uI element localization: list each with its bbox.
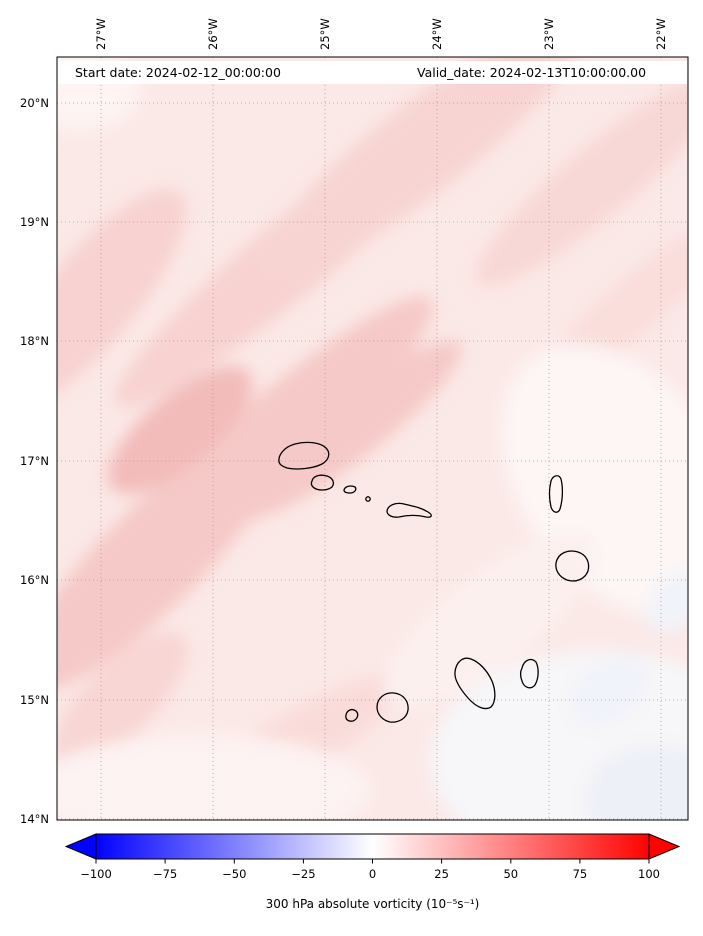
colorbar-tick-label: 100	[638, 867, 660, 881]
lon-tick-label: 25°W	[318, 18, 332, 50]
lat-tick-label: 16°N	[20, 573, 49, 587]
island-outline-santiago	[454, 657, 496, 710]
lon-tick-label: 22°W	[654, 18, 668, 50]
colorbar-tick-label: −75	[153, 867, 177, 881]
colorbar-tick-label: 25	[434, 867, 449, 881]
island-outline-islet	[365, 496, 371, 502]
island-outline-maio	[519, 658, 539, 689]
plot-area-border	[56, 56, 689, 821]
start-date-text: Start date: 2024-02-12_00:00:00	[75, 65, 281, 80]
island-outline-fogo	[376, 692, 409, 723]
island-outline-santa-luzia	[343, 485, 357, 494]
colorbar-tick-label: −50	[222, 867, 246, 881]
colorbar-tick-label: 75	[573, 867, 588, 881]
island-outline-sao-nicolau	[386, 502, 432, 518]
lat-tick-label: 15°N	[20, 693, 49, 707]
lat-tick-label: 19°N	[20, 215, 49, 229]
lon-tick-label: 24°W	[430, 18, 444, 50]
colorbar-axis-label: 300 hPa absolute vorticity (10⁻⁵s⁻¹)	[266, 897, 480, 911]
vorticity-field	[57, 57, 688, 820]
colorbar-under-arrow	[64, 833, 97, 860]
colorbar-gradient-bar	[95, 833, 650, 860]
lat-tick-label: 18°N	[20, 334, 49, 348]
date-banner: Start date: 2024-02-12_00:00:00 Valid_da…	[58, 61, 687, 84]
lat-axis: 20°N 19°N 18°N 17°N 16°N 15°N 14°N	[20, 96, 49, 826]
island-outline-sao-vicente	[310, 474, 334, 491]
lon-tick-label: 23°W	[542, 18, 556, 50]
valid-date-text: Valid_date: 2024-02-13T10:00:00.00	[417, 65, 646, 80]
island-outline-sal	[548, 475, 564, 513]
colorbar-tick-label: −25	[291, 867, 315, 881]
lon-tick-label: 27°W	[94, 18, 108, 50]
colorbar-tick-marks	[95, 859, 650, 864]
island-outline-santo-antao	[278, 441, 330, 470]
lat-tick-label: 14°N	[20, 812, 49, 826]
island-outline-boa-vista	[555, 550, 590, 582]
colorbar-tick-label: 50	[503, 867, 518, 881]
colorbar-tick-labels: −100 −75 −50 −25 0 25 50 75 100	[80, 867, 660, 881]
lat-tick-label: 20°N	[20, 96, 49, 110]
coastlines	[278, 441, 590, 723]
colorbar: −100 −75 −50 −25 0 25 50 75 100 300 hPa …	[64, 833, 681, 911]
colorbar-over-arrow	[648, 833, 681, 860]
colorbar-tick-label: −100	[80, 867, 112, 881]
lat-tick-label: 17°N	[20, 454, 49, 468]
colorbar-tick-label: 0	[369, 867, 376, 881]
island-outline-brava	[345, 708, 359, 722]
lon-axis: 27°W 26°W 25°W 24°W 23°W 22°W	[94, 18, 668, 50]
lon-tick-label: 26°W	[206, 18, 220, 50]
